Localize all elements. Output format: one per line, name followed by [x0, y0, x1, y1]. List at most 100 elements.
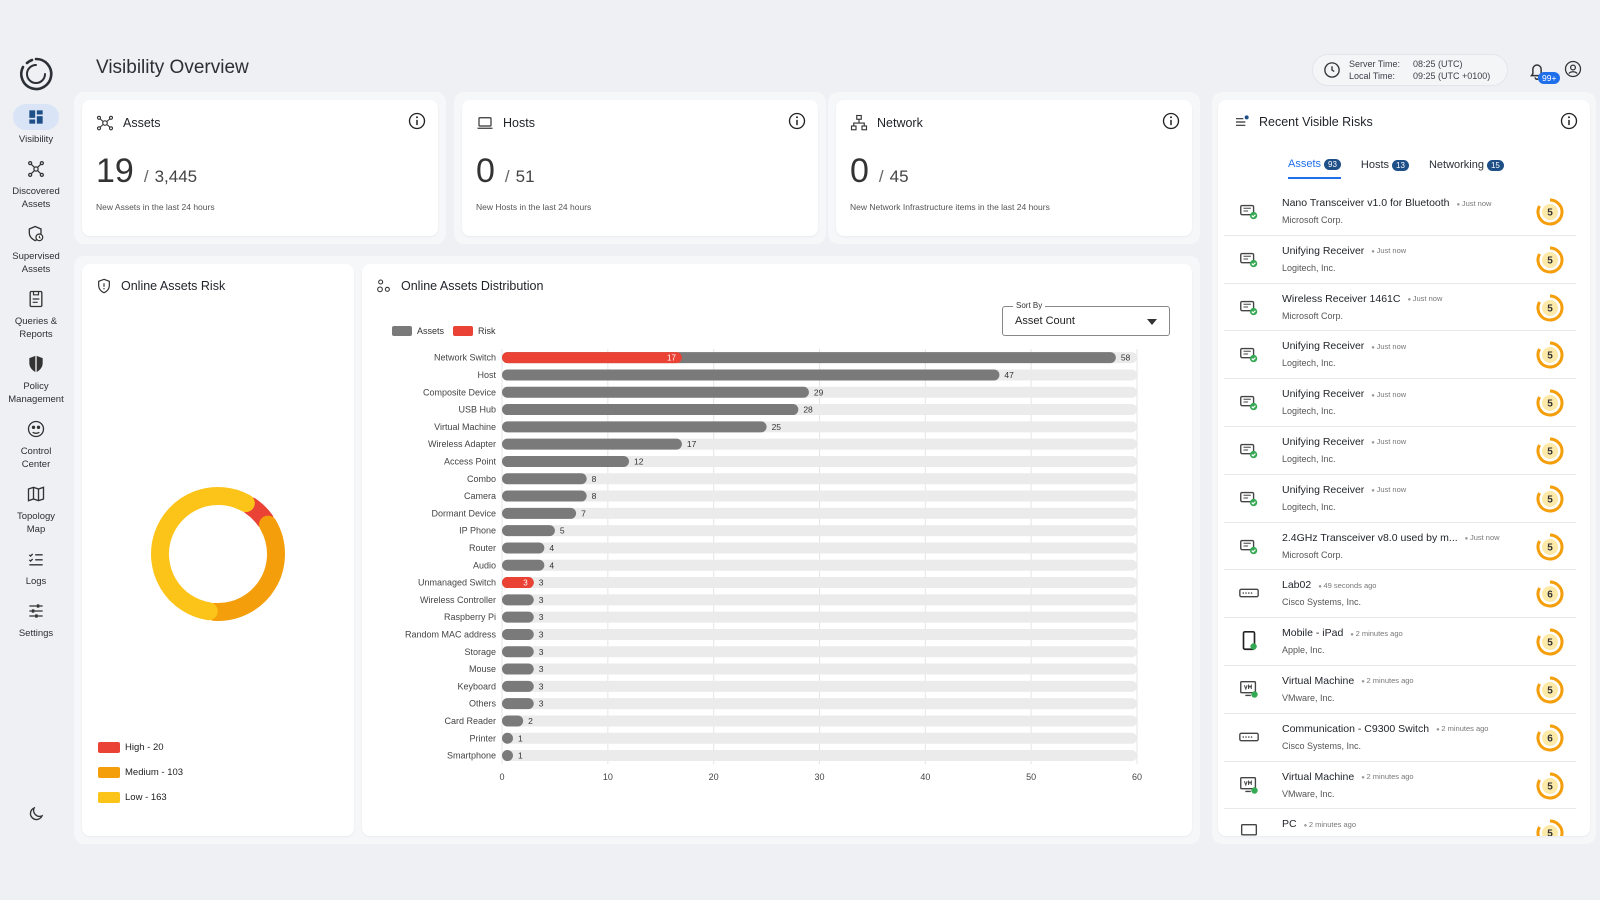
bar-track	[502, 732, 1137, 744]
bar-assets	[502, 611, 534, 623]
sidebar-item-queries-reports[interactable]: Queries & Reports	[0, 286, 72, 341]
risk-score-value: 5	[1547, 446, 1553, 457]
bar-assets	[502, 594, 534, 606]
asset-value-label: 7	[581, 508, 586, 518]
bar-track	[502, 559, 1137, 571]
assets-new-count: 19	[96, 152, 134, 190]
bar-track	[502, 525, 1137, 537]
sidebar-item-discovered-assets[interactable]: Discovered Assets	[0, 156, 72, 211]
risk-list-item[interactable]: Lab02 49 seconds ago Cisco Systems, Inc. 6	[1224, 570, 1576, 619]
network-card[interactable]: Network 0 / 45 New Network Infrastructur…	[836, 100, 1192, 236]
risk-item-time: Just now	[1457, 199, 1492, 208]
risk-item-vendor: Cisco Systems, Inc.	[1282, 740, 1362, 751]
tab-assets[interactable]: Assets 93	[1288, 158, 1341, 179]
bar-track	[502, 577, 1137, 589]
category-label: Dormant Device	[431, 508, 496, 518]
risk-score-value: 5	[1547, 638, 1553, 649]
risk-item-name: Lab02	[1282, 579, 1312, 592]
sort-by-select[interactable]: Sort By Asset Count	[1002, 301, 1170, 336]
bar-track	[502, 611, 1137, 623]
risk-list-item[interactable]: Virtual Machine 2 minutes ago VMware, Inc.…	[1224, 761, 1576, 810]
assets-card[interactable]: Assets 19 / 3,445 New Assets in the last…	[82, 100, 438, 236]
info-icon[interactable]	[408, 112, 426, 130]
bar-assets	[502, 369, 1000, 381]
usb-device-icon	[1240, 396, 1258, 411]
risk-list-item[interactable]: Unifying Receiver Just now Logitech, Inc. 5	[1224, 331, 1576, 380]
network-card-panel: Network 0 / 45 New Network Infrastructur…	[828, 92, 1200, 244]
sidebar-item-supervised-assets[interactable]: Supervised Assets	[0, 221, 72, 276]
risk-item-name: Mobile - iPad	[1282, 627, 1344, 640]
asset-value-label: 5	[560, 526, 565, 536]
bar-assets	[502, 438, 682, 450]
tab-networking[interactable]: Networking 15	[1429, 158, 1504, 179]
risk-item-vendor: Logitech, Inc.	[1282, 406, 1336, 417]
info-icon[interactable]	[788, 112, 806, 130]
risk-score-value: 5	[1547, 255, 1553, 266]
user-account-icon[interactable]	[1564, 60, 1582, 78]
risk-list-item[interactable]: Unifying Receiver Just now Logitech, Inc. 5	[1224, 426, 1576, 475]
risk-item-vendor: Logitech, Inc.	[1282, 501, 1336, 512]
category-label: Composite Device	[423, 387, 496, 397]
map-icon	[13, 481, 59, 507]
risk-item-vendor: Microsoft Corp.	[1282, 215, 1344, 225]
risk-list-item[interactable]: PC 2 minutes ago 5	[1224, 809, 1576, 836]
category-label: Storage	[464, 647, 496, 657]
sidebar-item-settings[interactable]: Settings	[0, 598, 72, 640]
risk-item-name-row: Nano Transceiver v1.0 for Bluetooth Just …	[1282, 197, 1491, 209]
risk-item-time: 49 seconds ago	[1318, 581, 1377, 590]
asset-value-label: 4	[549, 543, 554, 553]
bar-assets	[502, 559, 545, 571]
tab-hosts[interactable]: Hosts 13	[1361, 158, 1409, 179]
vm-icon	[1240, 776, 1258, 794]
asset-value-label: 12	[634, 456, 644, 466]
dark-mode-toggle[interactable]	[22, 800, 50, 828]
risk-item-name: Unifying Receiver	[1282, 244, 1365, 257]
legend-low: Low - 163	[98, 792, 167, 803]
risk-item-time: Just now	[1371, 342, 1407, 351]
sidebar-item-policy-management[interactable]: Policy Management	[0, 351, 72, 406]
sidebar-item-visibility[interactable]: Visibility	[0, 104, 72, 146]
risk-list-item[interactable]: Wireless Receiver 1461C Just now Microsoft…	[1224, 283, 1576, 332]
risk-list-item[interactable]: Communication - C9300 Switch 2 minutes ag…	[1224, 713, 1576, 762]
hosts-card[interactable]: Hosts 0 / 51 New Hosts in the last 24 ho…	[462, 100, 818, 236]
risk-score-value: 5	[1547, 399, 1553, 410]
risk-list-item[interactable]: Mobile - iPad 2 minutes ago Apple, Inc. 5	[1224, 618, 1576, 666]
risk-score-badge: 5	[1536, 341, 1564, 369]
risk-donut-chart[interactable]	[138, 474, 298, 634]
asset-value-label: 3	[539, 595, 544, 605]
category-label: Wireless Controller	[420, 595, 496, 605]
risk-value-label: 3	[523, 579, 528, 588]
hosts-card-subtitle: New Hosts in the last 24 hours	[476, 202, 592, 212]
risk-list-item[interactable]: 2.4GHz Transceiver v8.0 used by m... Just…	[1224, 522, 1576, 571]
asset-value-label: 3	[539, 664, 544, 674]
recent-risks-card: Recent Visible Risks Assets 93 Hosts 13 Ne…	[1218, 100, 1590, 836]
network-total-count: 45	[889, 167, 909, 186]
risk-score-badge: 5	[1536, 246, 1564, 274]
category-label: Others	[469, 699, 497, 709]
risk-list-item[interactable]: Virtual Machine 2 minutes ago VMware, Inc.…	[1224, 665, 1576, 714]
network-card-subtitle: New Network Infrastructure items in the …	[850, 202, 1050, 212]
risk-card-title: Online Assets Risk	[121, 279, 226, 293]
chart-legend: Assets Risk	[392, 326, 496, 336]
sidebar-item-logs[interactable]: Logs	[0, 546, 72, 588]
risk-list-item[interactable]: Unifying Receiver Just now Logitech, Inc. 5	[1224, 379, 1576, 427]
risk-item-time: 2 minutes ago	[1361, 676, 1413, 685]
sidebar-item-topology-map[interactable]: Topology Map	[0, 481, 72, 536]
risk-item-time: Just now	[1371, 246, 1407, 255]
info-icon[interactable]	[1560, 112, 1578, 130]
sidebar-item-label: Control Center	[20, 446, 52, 470]
risk-item-name: Nano Transceiver v1.0 for Bluetooth	[1282, 197, 1450, 209]
local-time-label: Local Time:	[1349, 71, 1396, 81]
risk-score-value: 5	[1547, 351, 1553, 362]
info-icon[interactable]	[1162, 112, 1180, 130]
risk-list-item[interactable]: Unifying Receiver Just now Logitech, Inc. 5	[1224, 474, 1576, 523]
donut-segment-low	[151, 487, 255, 621]
bar-assets	[502, 525, 555, 537]
risk-list-item[interactable]: Nano Transceiver v1.0 for Bluetooth Just …	[1224, 188, 1576, 236]
sidebar-item-control-center[interactable]: Control Center	[0, 416, 72, 471]
report-icon	[13, 286, 59, 312]
distribution-card-title: Online Assets Distribution	[401, 279, 544, 293]
app-logo-icon[interactable]	[18, 56, 54, 92]
risk-score-value: 5	[1547, 494, 1553, 505]
risk-list-item[interactable]: Unifying Receiver Just now Logitech, Inc. 5	[1224, 235, 1576, 284]
